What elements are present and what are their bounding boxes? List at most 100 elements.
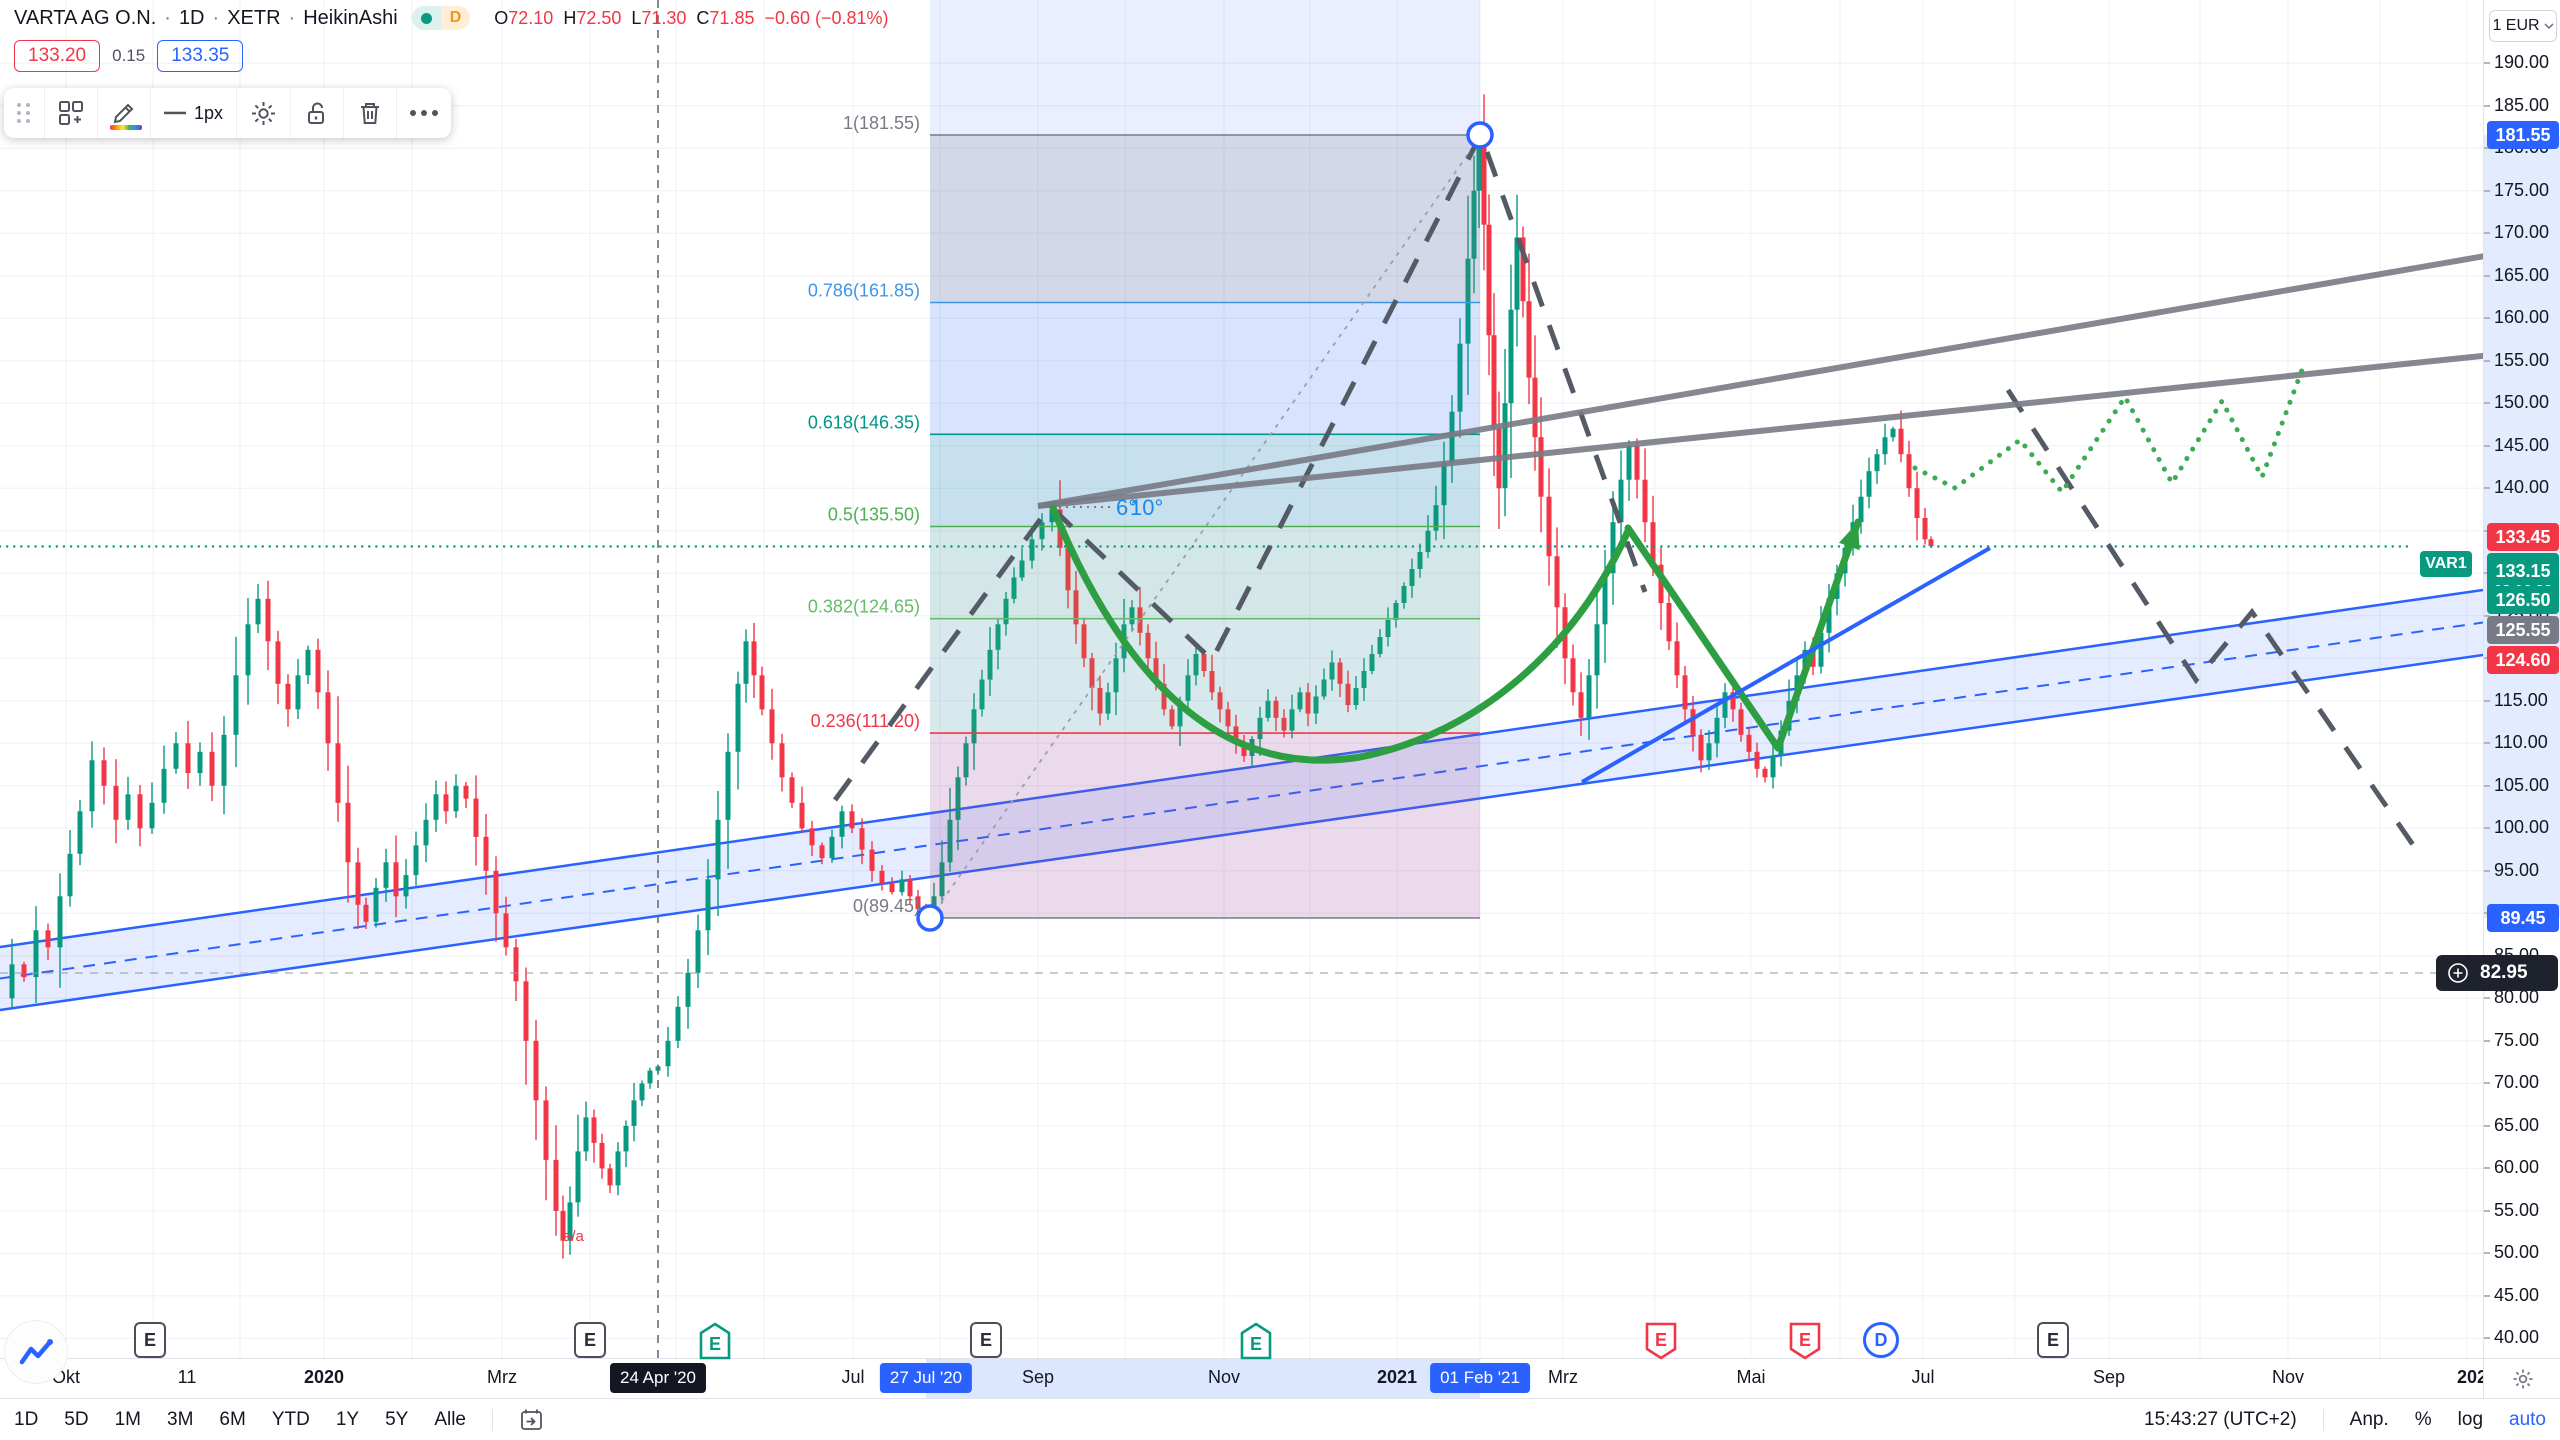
- exchange-label[interactable]: XETR: [227, 6, 281, 29]
- earnings-marker[interactable]: E: [2037, 1322, 2069, 1358]
- time-tick-label: Mrz: [487, 1367, 517, 1387]
- range-button-1m[interactable]: 1M: [114, 1408, 141, 1430]
- range-button-5y[interactable]: 5Y: [385, 1408, 409, 1430]
- range-button-1d[interactable]: 1D: [14, 1408, 39, 1430]
- go-to-date-icon[interactable]: [519, 1407, 544, 1432]
- earnings-marker[interactable]: E: [134, 1322, 166, 1358]
- earnings-marker[interactable]: E: [574, 1322, 606, 1358]
- price-axis[interactable]: 40.00 45.00 50.00 55.00 60.00 65.00 70.00 75.00…: [2436, 0, 2560, 1358]
- crosshair-price-badge: 82.95: [2436, 955, 2558, 992]
- ask-price-box[interactable]: 133.35: [157, 40, 244, 72]
- bid-price-box[interactable]: 133.20: [14, 40, 101, 72]
- interval-label[interactable]: 1D: [178, 6, 205, 29]
- price-tick-label: 115.00: [2494, 689, 2548, 710]
- template-icon[interactable]: [44, 88, 97, 138]
- divider: [2322, 1408, 2324, 1431]
- price-tick-label: 150.00: [2494, 392, 2550, 413]
- market-status-pill[interactable]: D: [411, 6, 471, 30]
- parallel-channel[interactable]: [0, 588, 2483, 1012]
- earnings-marker[interactable]: E: [970, 1322, 1002, 1358]
- gear-icon: [2513, 1369, 2532, 1389]
- earnings-marker[interactable]: E: [1789, 1322, 1821, 1360]
- blue-trendline[interactable]: [1581, 546, 1991, 784]
- adjust-toggle[interactable]: Anp.: [2349, 1408, 2389, 1430]
- time-badge: 24 Apr '20: [609, 1363, 707, 1393]
- range-button-alle[interactable]: Alle: [434, 1408, 466, 1430]
- earnings-marker[interactable]: E: [1645, 1322, 1677, 1360]
- auto-toggle[interactable]: auto: [2509, 1408, 2546, 1430]
- price-tick-label: 40.00: [2494, 1327, 2540, 1348]
- time-tick-label: Sep: [1021, 1367, 1055, 1387]
- range-button-3m[interactable]: 3M: [167, 1408, 194, 1430]
- percent-toggle[interactable]: %: [2414, 1408, 2432, 1430]
- green-annotations[interactable]: [1049, 359, 2308, 764]
- earnings-marker[interactable]: E: [1240, 1322, 1272, 1360]
- tradingview-logo-icon[interactable]: [4, 1320, 68, 1384]
- price-tick-label: 165.00: [2494, 264, 2550, 285]
- dividend-marker[interactable]: D: [1863, 1322, 1899, 1358]
- add-alert-icon: [2448, 963, 2468, 984]
- price-tick-label: 75.00: [2494, 1029, 2540, 1050]
- svg-text:E: E: [1655, 1330, 1667, 1350]
- drawing-anchor[interactable]: [1466, 121, 1494, 149]
- price-tick-label: 190.00: [2494, 52, 2550, 73]
- dashed-trend-paths[interactable]: [832, 140, 2423, 857]
- time-tick-label: 2022: [2456, 1367, 2483, 1387]
- price-tick-label: 70.00: [2494, 1072, 2540, 1093]
- axis-range-highlight: [926, 1359, 1480, 1399]
- svg-text:0.382(124.65): 0.382(124.65): [808, 597, 920, 617]
- time-tick-label: Jul: [841, 1367, 865, 1387]
- svg-text:0(89.45): 0(89.45): [853, 896, 920, 916]
- range-button-1y[interactable]: 1Y: [335, 1408, 360, 1430]
- drawing-anchor[interactable]: [916, 904, 944, 932]
- svg-text:E: E: [709, 1334, 721, 1354]
- symbol-title[interactable]: VARTA AG O.N.: [14, 6, 157, 29]
- candles: [9, 94, 1934, 1259]
- settings-icon[interactable]: [236, 88, 290, 138]
- time-tick-label: 11: [177, 1367, 197, 1387]
- bottom-toolbar: 1D 5D 1M 3M 6M YTD 1Y 5Y Alle 15:43:27 (UTC+2) A…: [0, 1398, 2560, 1440]
- price-tick-label: 80.00: [2494, 987, 2540, 1008]
- earnings-marker[interactable]: E: [699, 1322, 731, 1360]
- price-tick-label: 45.00: [2494, 1284, 2540, 1305]
- delete-icon[interactable]: [343, 88, 396, 138]
- log-toggle[interactable]: log: [2457, 1408, 2484, 1430]
- range-button-ytd[interactable]: YTD: [271, 1408, 310, 1430]
- price-tick-label: 170.00: [2494, 222, 2550, 243]
- more-options-icon[interactable]: [396, 88, 451, 138]
- trend-rays[interactable]: 6°10°: [1037, 250, 2483, 520]
- line-width-value: 1px: [194, 102, 224, 123]
- price-tick-label: 160.00: [2494, 307, 2550, 328]
- split-annotation: a/a: [563, 1228, 585, 1245]
- range-button-5d[interactable]: 5D: [64, 1408, 89, 1430]
- svg-text:0.618(146.35): 0.618(146.35): [808, 412, 920, 432]
- currency-button[interactable]: 1 EUR: [2489, 10, 2557, 42]
- angle-label: 6°: [1116, 495, 1137, 520]
- svg-text:0.786(161.85): 0.786(161.85): [808, 281, 920, 301]
- drag-handle-icon[interactable]: [4, 88, 44, 138]
- main-chart[interactable]: 1(181.55) 0.786(161.85) 0.618(146.35) 0.5(1…: [0, 0, 2483, 1358]
- price-tick-label: 95.00: [2494, 859, 2540, 880]
- change-value: −0.60 (−0.81%): [764, 7, 889, 28]
- range-button-6m[interactable]: 6M: [219, 1408, 246, 1430]
- resolution-badge: D: [440, 6, 471, 30]
- line-width-button[interactable]: 1px: [150, 88, 236, 138]
- clock[interactable]: 15:43:27 (UTC+2): [2144, 1408, 2297, 1430]
- fib-retracement[interactable]: 1(181.55) 0.786(161.85) 0.618(146.35) 0.5(1…: [808, 113, 1480, 919]
- time-tick-label: Nov: [1207, 1367, 1241, 1387]
- ohlc-pair: H72.50: [563, 7, 622, 28]
- color-pencil-icon[interactable]: [97, 88, 150, 138]
- price-tick-label: 105.00: [2494, 774, 2550, 795]
- price-tick-label: 110.00: [2494, 732, 2548, 753]
- axis-settings-corner[interactable]: [2483, 1358, 2560, 1399]
- color-strip: [110, 125, 142, 130]
- price-tick-label: 65.00: [2494, 1114, 2540, 1135]
- svg-text:E: E: [1250, 1334, 1262, 1354]
- unlock-icon[interactable]: [290, 88, 343, 138]
- drawing-toolbar: 1px: [4, 88, 452, 138]
- time-axis[interactable]: Okt 11 2020 Mrz Jul Sep Nov 2021 Mrz Mai Jul Sep Nov…: [0, 1358, 2483, 1399]
- thin-dotted-trendline[interactable]: [929, 139, 1479, 919]
- symbol-legend: VARTA AG O.N. · 1D · XETR · HeikinAshi D…: [14, 6, 889, 72]
- svg-text:0.5(135.50): 0.5(135.50): [828, 505, 920, 525]
- chart-style-label[interactable]: HeikinAshi: [303, 6, 398, 29]
